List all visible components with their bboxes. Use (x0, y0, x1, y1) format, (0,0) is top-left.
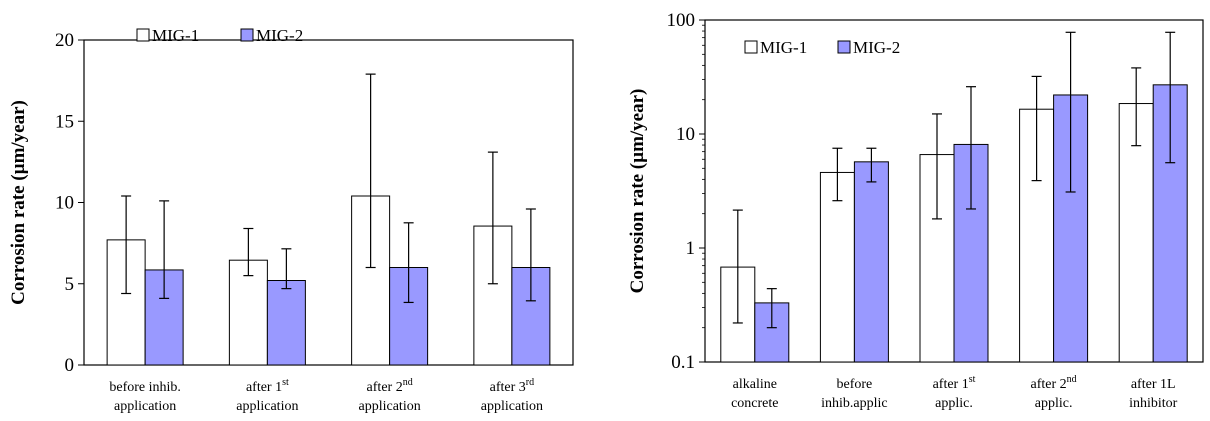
x-tick-label: alkaline (733, 377, 777, 392)
bar-mig-2 (266, 280, 306, 366)
chart-right: 0.1 1 10 100 Corrosion rate (µm/year) alkalin… (627, 10, 1204, 411)
legend-swatch (240, 28, 254, 42)
chart-left: 0 5 10 15 20 Corrosion rate (µm/year) before i… (8, 26, 574, 414)
x-tick-label-line2: application (236, 399, 298, 414)
x-tick-label: after 1L (1131, 377, 1176, 392)
y-tick-label: 10 (676, 124, 695, 145)
y-tick-label: 15 (55, 111, 74, 132)
legend-swatch (744, 40, 758, 54)
y-axis-label: Corrosion rate (µm/year) (627, 89, 648, 294)
y-tick-label: 5 (65, 274, 75, 295)
x-tick-label: after 3rd (490, 377, 535, 395)
x-tick-label-line2: applic. (935, 396, 973, 411)
x-tick-label: after 1st (933, 374, 976, 392)
y-tick-label: 1 (686, 238, 696, 259)
y-tick-label: 0 (65, 355, 75, 376)
x-tick-label-line2: inhib.applic (821, 396, 888, 411)
legend-label: MIG-1 (760, 38, 807, 57)
x-tick-label-line2: applic. (1035, 396, 1073, 411)
bar-mig-1 (819, 171, 855, 363)
y-tick-label: 10 (55, 193, 74, 214)
x-tick-label-line2: concrete (731, 396, 778, 411)
legend-swatch (136, 28, 150, 42)
legend-label: MIG-1 (152, 26, 199, 45)
x-tick-label-line2: application (114, 399, 176, 414)
x-tick-label-line2: application (359, 399, 421, 414)
legend-label: MIG-2 (853, 38, 900, 57)
legend-swatch (837, 40, 851, 54)
legend-label: MIG-2 (256, 26, 303, 45)
x-tick-label: after 2nd (1031, 374, 1077, 392)
x-tick-label: after 2nd (367, 377, 413, 395)
x-tick-label: after 1st (246, 377, 289, 395)
x-tick-label-line2: inhibitor (1129, 396, 1178, 411)
x-tick-label-line2: application (481, 399, 543, 414)
x-tick-label: before (837, 377, 873, 392)
x-tick-label: before inhib. (109, 380, 181, 395)
y-axis-label: Corrosion rate (µm/year) (8, 100, 29, 305)
y-tick-label: 100 (667, 10, 696, 31)
bar-mig-2 (853, 161, 889, 363)
y-tick-label: 20 (55, 30, 74, 51)
y-tick-label: 0.1 (671, 352, 695, 373)
